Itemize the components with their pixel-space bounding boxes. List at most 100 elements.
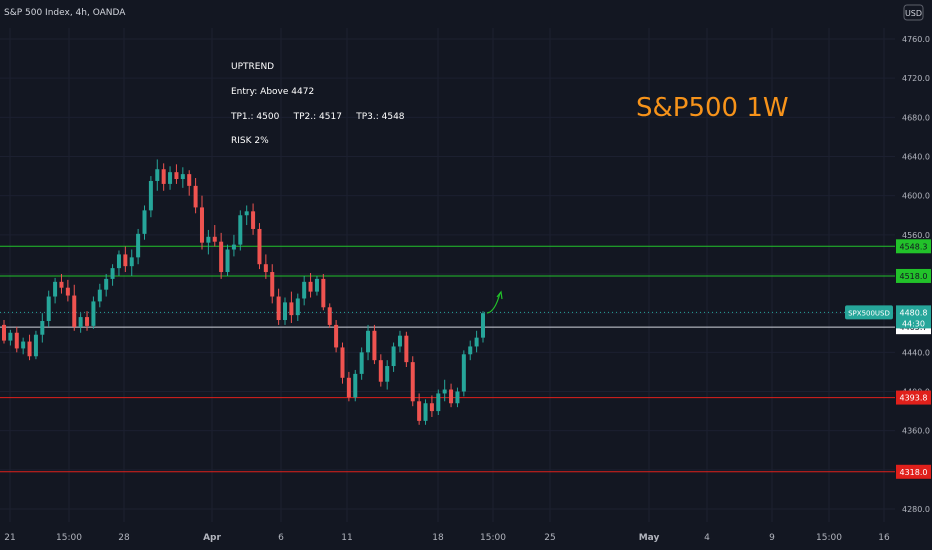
x-tick-label: 6 <box>278 533 284 543</box>
candle-body <box>397 335 402 347</box>
candle-body <box>91 301 96 326</box>
candle-body <box>283 302 288 321</box>
candle-body <box>40 321 45 335</box>
candle-body <box>359 352 364 374</box>
candle-body <box>423 403 428 421</box>
candle-body <box>289 302 294 316</box>
candle-body <box>327 307 332 325</box>
candle-body <box>346 377 351 398</box>
candle-body <box>238 215 243 245</box>
candle-body <box>302 281 307 299</box>
candle-body <box>455 391 460 404</box>
y-tick-label: 4360.0 <box>902 427 930 436</box>
candle-body <box>270 272 275 297</box>
projection-arrow-head <box>496 290 503 300</box>
x-tick-label: 15:00 <box>816 533 842 543</box>
candle-body <box>142 210 147 234</box>
symbol-tag <box>845 305 893 320</box>
candle-body <box>136 233 141 258</box>
candle-body <box>308 281 313 292</box>
y-tick-label: 4560.0 <box>902 231 930 240</box>
candle-body <box>314 278 319 292</box>
candle-body <box>193 185 198 208</box>
annotation-uptrend: UPTREND <box>231 62 274 72</box>
symbol-tag-label: SPX500USD <box>848 309 890 317</box>
candle-body <box>123 254 128 267</box>
annotation-entry: Entry: Above 4472 <box>231 87 314 97</box>
level-lines <box>0 245 895 473</box>
level-tag <box>896 239 931 254</box>
candle-body <box>366 330 371 353</box>
candle-body <box>378 360 383 382</box>
candle-body <box>244 211 249 216</box>
chart-symbol-title: S&P 500 Index, 4h, OANDA <box>4 8 126 18</box>
candle-body <box>72 295 77 327</box>
candle-body <box>468 346 473 355</box>
candle-body <box>2 324 6 341</box>
grid <box>0 28 895 522</box>
candle-body <box>340 347 345 378</box>
candle-body <box>59 281 64 288</box>
candle-body <box>225 249 230 273</box>
candle-body <box>129 257 134 267</box>
candle-body <box>417 401 422 421</box>
candle-body <box>8 332 13 341</box>
last-price-tag <box>896 305 931 329</box>
candle-body <box>65 287 70 296</box>
projection-arrow <box>486 292 501 314</box>
candle-body <box>212 236 217 242</box>
candle-body <box>429 403 434 412</box>
candle-body <box>449 389 454 404</box>
currency-button-frame[interactable] <box>903 4 924 21</box>
x-tick-label: 15:00 <box>56 533 82 543</box>
candle-body <box>334 324 339 348</box>
annotation-targets: TP1.: 4500 TP2.: 4517 TP3.: 4548 <box>230 112 405 122</box>
candle-body <box>263 264 268 273</box>
chart-big-title: S&P500 1W <box>636 93 789 123</box>
annotation-risk: RISK 2% <box>231 136 269 146</box>
y-tick-label: 4760.0 <box>902 35 930 44</box>
candle-body <box>251 211 256 229</box>
candle-body <box>442 389 447 394</box>
x-tick-label: 9 <box>769 533 775 543</box>
candle-body <box>161 169 166 184</box>
candle-body <box>180 174 185 180</box>
candle-body <box>174 172 179 180</box>
candle-body <box>187 174 192 186</box>
candle-body <box>27 341 32 357</box>
candles <box>2 159 485 425</box>
candle-body <box>404 335 409 363</box>
candle-body <box>116 254 121 269</box>
level-tag-label: 4393.8 <box>900 394 928 403</box>
price-tags: 4548.34518.04465.74393.84318.0SPX500USD4… <box>845 239 931 479</box>
x-tick-label: Apr <box>203 533 221 543</box>
y-tick-label: 4600.0 <box>902 192 930 201</box>
candle-body <box>104 278 109 290</box>
candle-body <box>321 278 326 308</box>
candle-body <box>481 313 485 338</box>
candle-body <box>295 298 300 316</box>
candle-body <box>21 341 26 349</box>
level-tag <box>896 268 931 283</box>
y-tick-label: 4640.0 <box>902 153 930 162</box>
candle-body <box>219 241 224 273</box>
candle-body <box>155 169 160 181</box>
x-tick-label: 18 <box>432 533 444 543</box>
candle-body <box>78 317 83 327</box>
level-tag-label: 4548.3 <box>900 242 928 251</box>
x-tick-label: 15:00 <box>480 533 506 543</box>
candle-body <box>199 207 204 243</box>
candle-body <box>148 180 153 211</box>
y-tick-label: 4720.0 <box>902 74 930 83</box>
x-tick-label: 28 <box>118 533 130 543</box>
candle-body <box>436 393 441 412</box>
candle-body <box>46 296 51 321</box>
currency-button[interactable]: USD <box>905 9 922 18</box>
candle-body <box>410 362 415 402</box>
countdown-label: 44:30 <box>902 319 925 328</box>
level-tag <box>896 390 931 405</box>
candle-body <box>461 354 466 392</box>
candle-body <box>474 337 479 347</box>
candle-body <box>276 296 281 321</box>
